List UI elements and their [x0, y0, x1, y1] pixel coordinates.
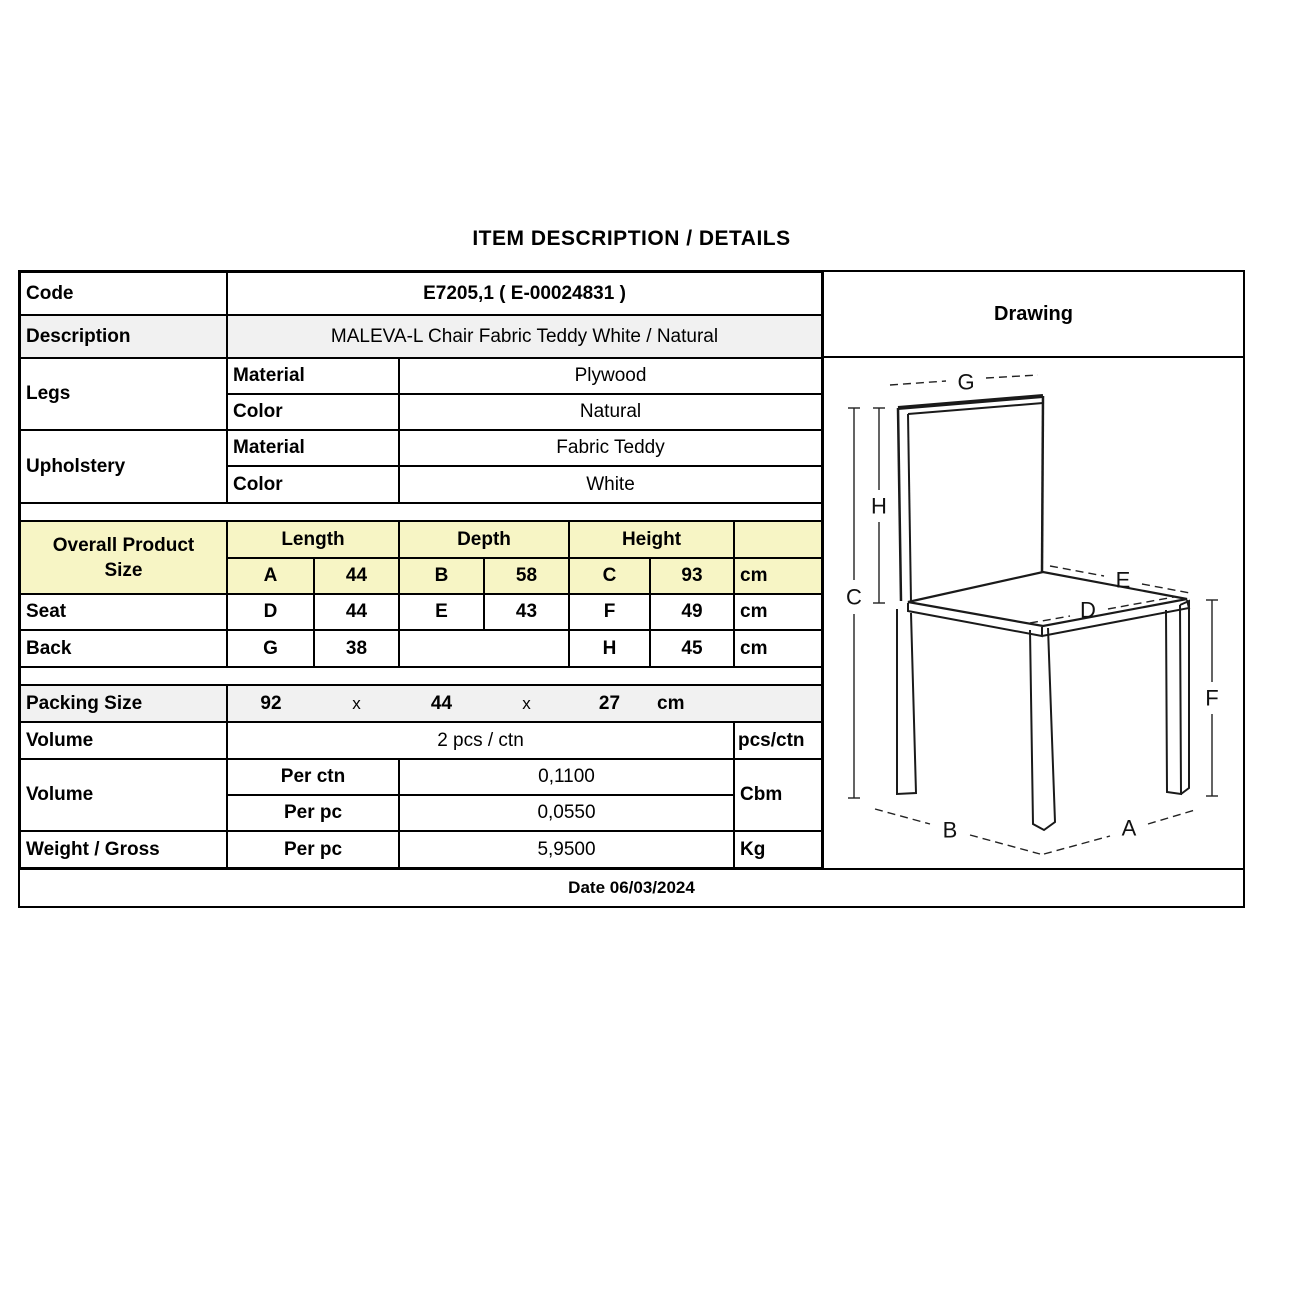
packing-height: 27	[598, 692, 621, 714]
dim-value: 45	[650, 630, 734, 667]
weight-value: 5,9500	[399, 831, 734, 868]
legs-color-label: Color	[227, 394, 399, 430]
dim-label-d: D	[1080, 598, 1096, 623]
per-ctn-value: 0,1100	[399, 759, 734, 795]
dim-value: 43	[484, 594, 569, 630]
weight-unit: Kg	[734, 831, 822, 868]
size-table-title: Overall Product Size	[20, 521, 227, 594]
dim-label-f: F	[1205, 686, 1218, 711]
page-title: ITEM DESCRIPTION / DETAILS	[472, 227, 791, 250]
volume-cbm-unit: Cbm	[734, 759, 822, 831]
weight-label: Weight / Gross	[20, 831, 227, 868]
dim-letter: A	[227, 558, 314, 594]
packing-value: 92 x 44 x 27 cm	[227, 685, 822, 722]
spacer-row	[20, 503, 822, 521]
col-header-height: Height	[569, 521, 734, 558]
date-text: Date 06/03/2024	[568, 878, 695, 897]
dim-letter: H	[569, 630, 650, 667]
size-table-title-text: Overall Product Size	[52, 534, 195, 581]
legs-material-value: Plywood	[399, 358, 822, 394]
col-header-length: Length	[227, 521, 399, 558]
dim-value: 49	[650, 594, 734, 630]
dim-label-a: A	[1122, 816, 1137, 841]
drawing-header: Drawing	[824, 272, 1243, 358]
code-value: E7205,1 ( E-00024831 )	[227, 272, 822, 315]
dim-value: 93	[650, 558, 734, 594]
spacer-row	[20, 667, 822, 685]
dimension-lines	[848, 374, 1218, 855]
packing-unit: cm	[657, 692, 685, 714]
packing-dimensions: 92 x 44 x 27 cm	[228, 686, 821, 721]
per-pc-label: Per pc	[227, 795, 399, 831]
upholstery-material-label: Material	[227, 430, 399, 466]
empty-cell	[399, 630, 569, 667]
col-header-depth: Depth	[399, 521, 569, 558]
per-ctn-label: Per ctn	[227, 759, 399, 795]
back-label: Back	[20, 630, 227, 667]
col-header-unit-empty	[734, 521, 822, 558]
legs-color-value: Natural	[399, 394, 822, 430]
dim-label-b: B	[943, 818, 958, 843]
packing-label: Packing Size	[20, 685, 227, 722]
spec-table: Code E7205,1 ( E-00024831 ) Description …	[18, 270, 1245, 908]
chair-seat	[907, 570, 1191, 638]
unit-cell: cm	[734, 558, 822, 594]
code-label: Code	[20, 272, 227, 315]
drawing-panel: Drawing	[822, 272, 1243, 868]
legs-material-label: Material	[227, 358, 399, 394]
unit-cell: cm	[734, 594, 822, 630]
volume-pcs-value: 2 pcs / ctn	[227, 722, 734, 759]
dim-letter: D	[227, 594, 314, 630]
dim-label-e: E	[1116, 568, 1131, 593]
date-row: Date 06/03/2024	[20, 868, 1243, 906]
dim-value: 44	[314, 558, 399, 594]
volume-pcs-label: Volume	[20, 722, 227, 759]
dim-label-h: H	[871, 494, 887, 519]
spec-grid: Code E7205,1 ( E-00024831 ) Description …	[20, 272, 822, 868]
legs-label: Legs	[20, 358, 227, 430]
chair-backrest	[896, 394, 1045, 603]
dim-letter: F	[569, 594, 650, 630]
dim-label-c: C	[846, 585, 862, 610]
packing-length: 92	[260, 692, 282, 714]
weight-per-label: Per pc	[227, 831, 399, 868]
dim-letter: C	[569, 558, 650, 594]
chair-legs	[896, 599, 1190, 832]
packing-x: x	[522, 693, 531, 713]
upholstery-color-label: Color	[227, 466, 399, 503]
packing-width: 44	[430, 692, 453, 714]
upholstery-material-value: Fabric Teddy	[399, 430, 822, 466]
dim-letter: B	[399, 558, 484, 594]
upholstery-label: Upholstery	[20, 430, 227, 503]
dim-value: 58	[484, 558, 569, 594]
dim-letter: E	[399, 594, 484, 630]
description-label: Description	[20, 315, 227, 358]
unit-cell: cm	[734, 630, 822, 667]
volume-cbm-label: Volume	[20, 759, 227, 831]
dimension-labels: G H C E D F B A	[846, 370, 1219, 843]
packing-x: x	[352, 693, 361, 713]
per-pc-value: 0,0550	[399, 795, 734, 831]
chair-drawing: G H C E D F B A	[846, 370, 1219, 855]
volume-pcs-unit: pcs/ctn	[734, 722, 822, 759]
dim-value: 38	[314, 630, 399, 667]
dim-value: 44	[314, 594, 399, 630]
description-value: MALEVA-L Chair Fabric Teddy White / Natu…	[227, 315, 822, 358]
dim-label-g: G	[957, 370, 974, 395]
upholstery-color-value: White	[399, 466, 822, 503]
seat-label: Seat	[20, 594, 227, 630]
dim-letter: G	[227, 630, 314, 667]
